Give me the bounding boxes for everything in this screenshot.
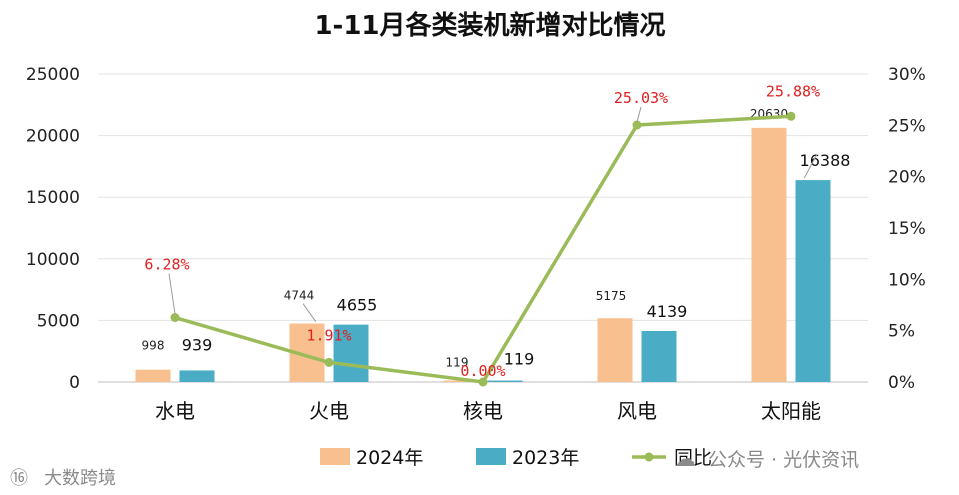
- legend-marker: [644, 452, 654, 462]
- y-left-tick-label: 15000: [26, 188, 80, 208]
- leader-line: [636, 106, 642, 123]
- x-category-label: 火电: [309, 399, 349, 423]
- yoy-point: [324, 357, 334, 367]
- bar-2024: [135, 369, 171, 382]
- yoy-point: [478, 377, 488, 387]
- bar-2023-label: 4139: [647, 302, 688, 321]
- bar-2023: [333, 324, 369, 382]
- y-left-tick-label: 0: [69, 373, 80, 393]
- x-category-label: 风电: [617, 399, 657, 423]
- bar-2024: [597, 318, 633, 382]
- bar-2024-label: 119: [446, 356, 469, 370]
- x-category-label: 水电: [155, 399, 195, 423]
- legend-label[interactable]: 2023年: [512, 447, 579, 469]
- watermark-logo-icon: ⑯: [10, 468, 28, 489]
- legend-swatch: [476, 448, 506, 465]
- y-left-tick-label: 10000: [26, 250, 80, 270]
- bar-2024: [443, 380, 479, 382]
- bar-2023-label: 939: [182, 335, 213, 354]
- y-right-tick-label: 30%: [888, 65, 926, 85]
- chart-title: 1-11月各类装机新增对比情况: [314, 10, 665, 41]
- yoy-label: 25.03%: [614, 89, 668, 107]
- y-right-tick-label: 20%: [888, 168, 926, 188]
- bar-2024: [751, 127, 787, 382]
- y-right-tick-label: 0%: [888, 373, 915, 393]
- watermark-right-text: 公众号 · 光伏资讯: [708, 449, 859, 471]
- bar-2024-label: 4744: [284, 289, 315, 303]
- yoy-label: 1.91%: [306, 326, 351, 344]
- y-right-tick-label: 10%: [888, 270, 926, 290]
- leader-line: [302, 303, 317, 322]
- yoy-label: 25.88%: [766, 82, 820, 100]
- y-right-tick-label: 15%: [888, 219, 926, 239]
- yoy-line: 6.28% 1.91% 0.00% 25.03% 25.88%: [144, 82, 820, 387]
- watermark-right: ☁ 公众号 · 光伏资讯: [674, 447, 859, 472]
- legend-label[interactable]: 2024年: [356, 447, 423, 469]
- bar-2023-label: 4655: [337, 296, 378, 315]
- watermark-left-text: 大数跨境: [44, 468, 116, 489]
- yoy-point: [632, 120, 642, 130]
- bar-2023-label: 119: [504, 350, 535, 369]
- legend-label[interactable]: 同比: [674, 447, 712, 469]
- bar-2024-label: 998: [142, 339, 165, 353]
- bar-2023-label: 16388: [800, 151, 851, 170]
- gridlines: [98, 73, 868, 383]
- bar-2023: [179, 370, 215, 382]
- bar-2024-label: 5175: [596, 289, 627, 303]
- leader-line: [168, 273, 176, 314]
- bar-2023: [795, 180, 831, 382]
- leader-line: [803, 153, 818, 179]
- yoy-label: 0.00%: [460, 362, 505, 380]
- y-left-tick-label: 20000: [26, 127, 80, 147]
- y-right-tick-label: 5%: [888, 322, 915, 342]
- y-right-tick-label: 25%: [888, 116, 926, 136]
- watermark-left: ⑯ 大数跨境: [10, 468, 116, 489]
- y-left-tick-label: 5000: [37, 311, 80, 331]
- yoy-point: [170, 313, 180, 323]
- y-axis-left: 0 5000 10000 15000 20000 25000: [26, 65, 80, 393]
- yoy-label: 6.28%: [144, 256, 189, 274]
- bar-2023: [641, 331, 677, 382]
- yoy-point: [786, 111, 796, 121]
- yoy-line-path: [174, 114, 792, 384]
- legend[interactable]: 2024年 2023年 同比: [320, 447, 712, 469]
- bar-2023: [487, 380, 523, 382]
- legend-swatch: [320, 448, 350, 465]
- wechat-icon: ☁: [674, 447, 696, 472]
- x-category-label: 太阳能: [761, 399, 821, 423]
- y-axis-right: 0% 5% 10% 15% 20% 25% 30%: [888, 65, 926, 393]
- x-axis: 水电 火电 核电 风电 太阳能: [155, 399, 821, 423]
- y-left-tick-label: 25000: [26, 65, 80, 85]
- x-category-label: 核电: [463, 399, 503, 423]
